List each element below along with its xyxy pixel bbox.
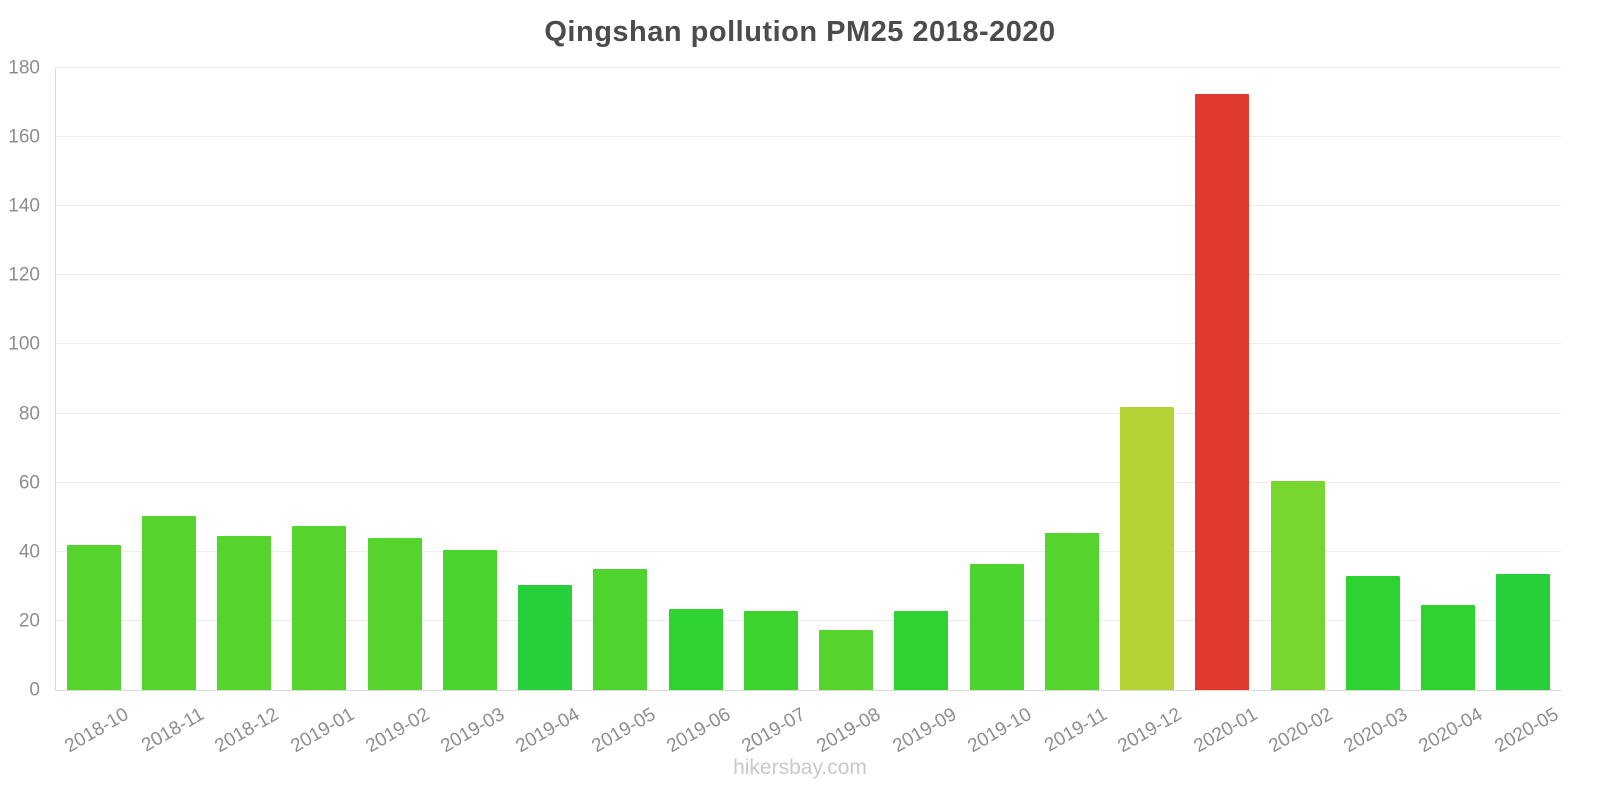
bar	[743, 610, 798, 690]
bar-group: 2019-08	[809, 68, 885, 757]
watermark-text: hikersbay.com	[733, 756, 867, 779]
bar-group: 2020-01	[1185, 68, 1261, 757]
bar	[1044, 532, 1099, 690]
bar	[593, 569, 648, 690]
x-tick-label: 2019-12	[1114, 704, 1186, 758]
bar-group: 2020-04	[1411, 68, 1487, 757]
x-tick-label: 2018-10	[61, 704, 133, 758]
bar	[217, 536, 272, 690]
bar-group: 2020-03	[1335, 68, 1411, 757]
bar	[668, 608, 723, 690]
bar-group: 2019-04	[508, 68, 584, 757]
x-tick-label: 2020-04	[1415, 704, 1487, 758]
bar	[1421, 605, 1476, 690]
bar	[66, 544, 121, 690]
x-tick-label: 2020-03	[1340, 704, 1412, 758]
bar-group: 2019-10	[959, 68, 1035, 757]
bar	[292, 525, 347, 690]
x-tick-label: 2018-12	[211, 704, 283, 758]
bar-group: 2018-10	[56, 68, 132, 757]
x-tick-label: 2019-01	[286, 704, 358, 758]
y-tick-label: 0	[29, 679, 40, 701]
x-tick-label: 2019-05	[587, 704, 659, 758]
y-tick-label: 140	[8, 195, 40, 217]
x-tick-label: 2019-06	[663, 704, 735, 758]
bar	[819, 629, 874, 690]
bar-group: 2019-12	[1110, 68, 1186, 757]
x-tick-label: 2019-11	[1040, 704, 1111, 757]
bar-group: 2019-06	[658, 68, 734, 757]
bar	[969, 563, 1024, 690]
x-tick-label: 2020-01	[1189, 704, 1261, 758]
bar-group: 2018-12	[207, 68, 283, 757]
x-tick-label: 2019-08	[813, 704, 885, 758]
plot-area: 2018-10 2018-11 2018-12 2019-01 2019-02 2019-…	[55, 67, 1562, 757]
y-tick-label: 20	[18, 610, 40, 632]
bar-group: 2019-02	[357, 68, 433, 757]
x-tick-label: 2019-04	[512, 704, 584, 758]
y-tick-label: 60	[18, 472, 40, 494]
bar	[1195, 93, 1250, 690]
y-tick-label: 80	[18, 403, 40, 425]
bar	[894, 610, 949, 690]
bar-group: 2019-11	[1034, 68, 1110, 756]
bar-group: 2020-05	[1486, 68, 1562, 757]
x-tick-label: 2019-09	[888, 704, 960, 758]
bar	[141, 515, 196, 690]
x-tick-label: 2019-07	[738, 704, 810, 758]
bar-group: 2018-11	[131, 68, 207, 756]
bar-group: 2020-02	[1260, 68, 1336, 757]
y-tick-label: 100	[8, 333, 40, 355]
x-tick-label: 2020-05	[1490, 704, 1562, 758]
bar	[442, 550, 497, 690]
x-tick-label: 2019-02	[362, 704, 434, 758]
y-tick-label: 120	[8, 264, 40, 286]
y-tick-label: 160	[8, 126, 40, 148]
chart-title: Qingshan pollution PM25 2018-2020	[544, 16, 1056, 48]
y-axis-labels: 0 20 40 60 80 100 120 140 160 180	[0, 59, 48, 700]
bar-group: 2019-09	[884, 68, 960, 757]
bar	[518, 584, 573, 690]
bar-group: 2019-01	[282, 68, 358, 757]
bar-group: 2019-07	[733, 68, 809, 757]
y-tick-label: 40	[18, 541, 40, 563]
bar	[367, 537, 422, 690]
bar-group: 2019-05	[583, 68, 659, 757]
bar	[1120, 406, 1175, 690]
bar	[1345, 575, 1400, 690]
bars-layer: 2018-10 2018-11 2018-12 2019-01 2019-02 2019-…	[56, 68, 1562, 757]
x-tick-label: 2020-02	[1265, 704, 1337, 758]
bar	[1270, 480, 1325, 690]
bar-group: 2019-03	[432, 68, 508, 757]
x-tick-label: 2018-11	[137, 704, 208, 757]
x-tick-label: 2019-10	[964, 704, 1036, 758]
bar	[1496, 574, 1551, 690]
x-tick-label: 2019-03	[437, 704, 509, 758]
y-tick-label: 180	[8, 57, 40, 79]
